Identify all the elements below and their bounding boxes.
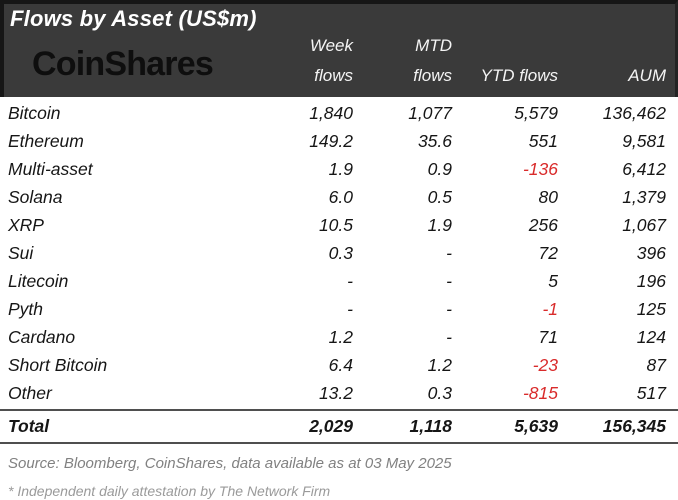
mtd-flows-cell: 0.5 <box>427 186 452 207</box>
ytd-flows-cell: -23 <box>532 354 558 375</box>
column-header-ytd-flows: YTD flows <box>480 66 558 85</box>
asset-name-cell: Multi-asset <box>8 158 93 179</box>
table-row: Multi-asset 1.9 0.9 -136 6,412 <box>0 155 678 183</box>
total-label: Total <box>8 416 50 436</box>
ytd-flows-cell: 72 <box>538 242 558 263</box>
table-row: Solana 6.0 0.5 80 1,379 <box>0 183 678 211</box>
table-row: Ethereum 149.2 35.6 551 9,581 <box>0 127 678 155</box>
ytd-flows-cell: 5,579 <box>514 102 558 123</box>
week-flows-cell: 1.9 <box>328 158 353 179</box>
attestation-note: * Independent daily attestation by The N… <box>8 483 331 499</box>
ytd-flows-cell: -815 <box>522 382 558 403</box>
table-row: Short Bitcoin 6.4 1.2 -23 87 <box>0 351 678 379</box>
aum-cell: 1,067 <box>622 214 666 235</box>
mtd-flows-cell: - <box>446 242 452 263</box>
table-row: Other 13.2 0.3 -815 517 <box>0 379 678 407</box>
ytd-flows-cell: 5 <box>548 270 558 291</box>
ytd-flows-cell: 256 <box>528 214 558 235</box>
table-row: Litecoin - - 5 196 <box>0 267 678 295</box>
aum-cell: 6,412 <box>622 158 666 179</box>
aum-cell: 396 <box>636 242 666 263</box>
aum-cell: 87 <box>646 354 666 375</box>
total-mtd-flows: 1,118 <box>409 416 453 436</box>
week-flows-cell: 0.3 <box>328 242 353 263</box>
mtd-flows-cell: - <box>446 298 452 319</box>
table-row: Pyth - - -1 125 <box>0 295 678 323</box>
week-flows-cell: 1,840 <box>309 102 353 123</box>
mtd-flows-cell: 35.6 <box>417 130 452 151</box>
column-headers: Week flows MTD flows YTD flows AUM <box>4 31 675 91</box>
week-flows-cell: 149.2 <box>309 130 353 151</box>
aum-cell: 517 <box>636 382 666 403</box>
source-note: Source: Bloomberg, CoinShares, data avai… <box>8 455 452 472</box>
mtd-flows-cell: 1.2 <box>427 354 452 375</box>
asset-name-cell: Sui <box>8 242 34 263</box>
aum-cell: 136,462 <box>602 102 666 123</box>
mtd-flows-cell: - <box>446 326 452 347</box>
total-aum: 156,345 <box>602 416 666 436</box>
coinshares-logo: CoinShares <box>32 45 214 83</box>
week-flows-cell: 6.0 <box>328 186 353 207</box>
aum-cell: 125 <box>636 298 666 319</box>
asset-name-cell: Other <box>8 382 52 403</box>
report-header: Flows by Asset (US$m) CoinShares Week fl… <box>0 0 678 97</box>
asset-name-cell: Litecoin <box>8 270 69 291</box>
week-flows-cell: - <box>347 270 353 291</box>
asset-name-cell: Cardano <box>8 326 76 347</box>
ytd-flows-cell: 551 <box>528 130 558 151</box>
week-flows-cell: - <box>347 298 353 319</box>
aum-cell: 196 <box>636 270 666 291</box>
column-header-aum: AUM <box>628 66 666 85</box>
week-flows-cell: 1.2 <box>328 326 353 347</box>
column-header-week-flows: Week flows <box>309 36 353 85</box>
mtd-flows-cell: 0.9 <box>427 158 452 179</box>
table-body: Bitcoin 1,840 1,077 5,579 136,462 Ethere… <box>0 97 678 407</box>
week-flows-cell: 10.5 <box>318 214 353 235</box>
table-row: Cardano 1.2 - 71 124 <box>0 323 678 351</box>
mtd-flows-cell: 0.3 <box>427 382 452 403</box>
week-flows-cell: 6.4 <box>328 354 353 375</box>
ytd-flows-cell: -1 <box>542 298 558 319</box>
mtd-flows-cell: - <box>446 270 452 291</box>
ytd-flows-cell: 80 <box>538 186 558 207</box>
table-row: Sui 0.3 - 72 396 <box>0 239 678 267</box>
week-flows-cell: 13.2 <box>318 382 353 403</box>
aum-cell: 9,581 <box>622 130 666 151</box>
mtd-flows-cell: 1,077 <box>408 102 452 123</box>
asset-name-cell: XRP <box>8 214 44 235</box>
aum-cell: 124 <box>636 326 666 347</box>
column-header-mtd-flows: MTD flows <box>413 36 452 85</box>
ytd-flows-cell: 71 <box>538 326 558 347</box>
table-row: XRP 10.5 1.9 256 1,067 <box>0 211 678 239</box>
total-week-flows: 2,029 <box>309 416 353 436</box>
asset-name-cell: Solana <box>8 186 63 207</box>
ytd-flows-cell: -136 <box>522 158 558 179</box>
total-ytd-flows: 5,639 <box>514 416 558 436</box>
mtd-flows-cell: 1.9 <box>427 214 452 235</box>
total-row: Total 2,029 1,118 5,639 156,345 <box>0 409 678 444</box>
asset-name-cell: Bitcoin <box>8 102 61 123</box>
aum-cell: 1,379 <box>622 186 666 207</box>
column-header-spacer <box>12 31 153 91</box>
table-row: Bitcoin 1,840 1,077 5,579 136,462 <box>0 99 678 127</box>
asset-name-cell: Pyth <box>8 298 44 319</box>
page-title: Flows by Asset (US$m) <box>10 6 257 31</box>
asset-name-cell: Short Bitcoin <box>8 354 108 375</box>
asset-name-cell: Ethereum <box>8 130 84 151</box>
